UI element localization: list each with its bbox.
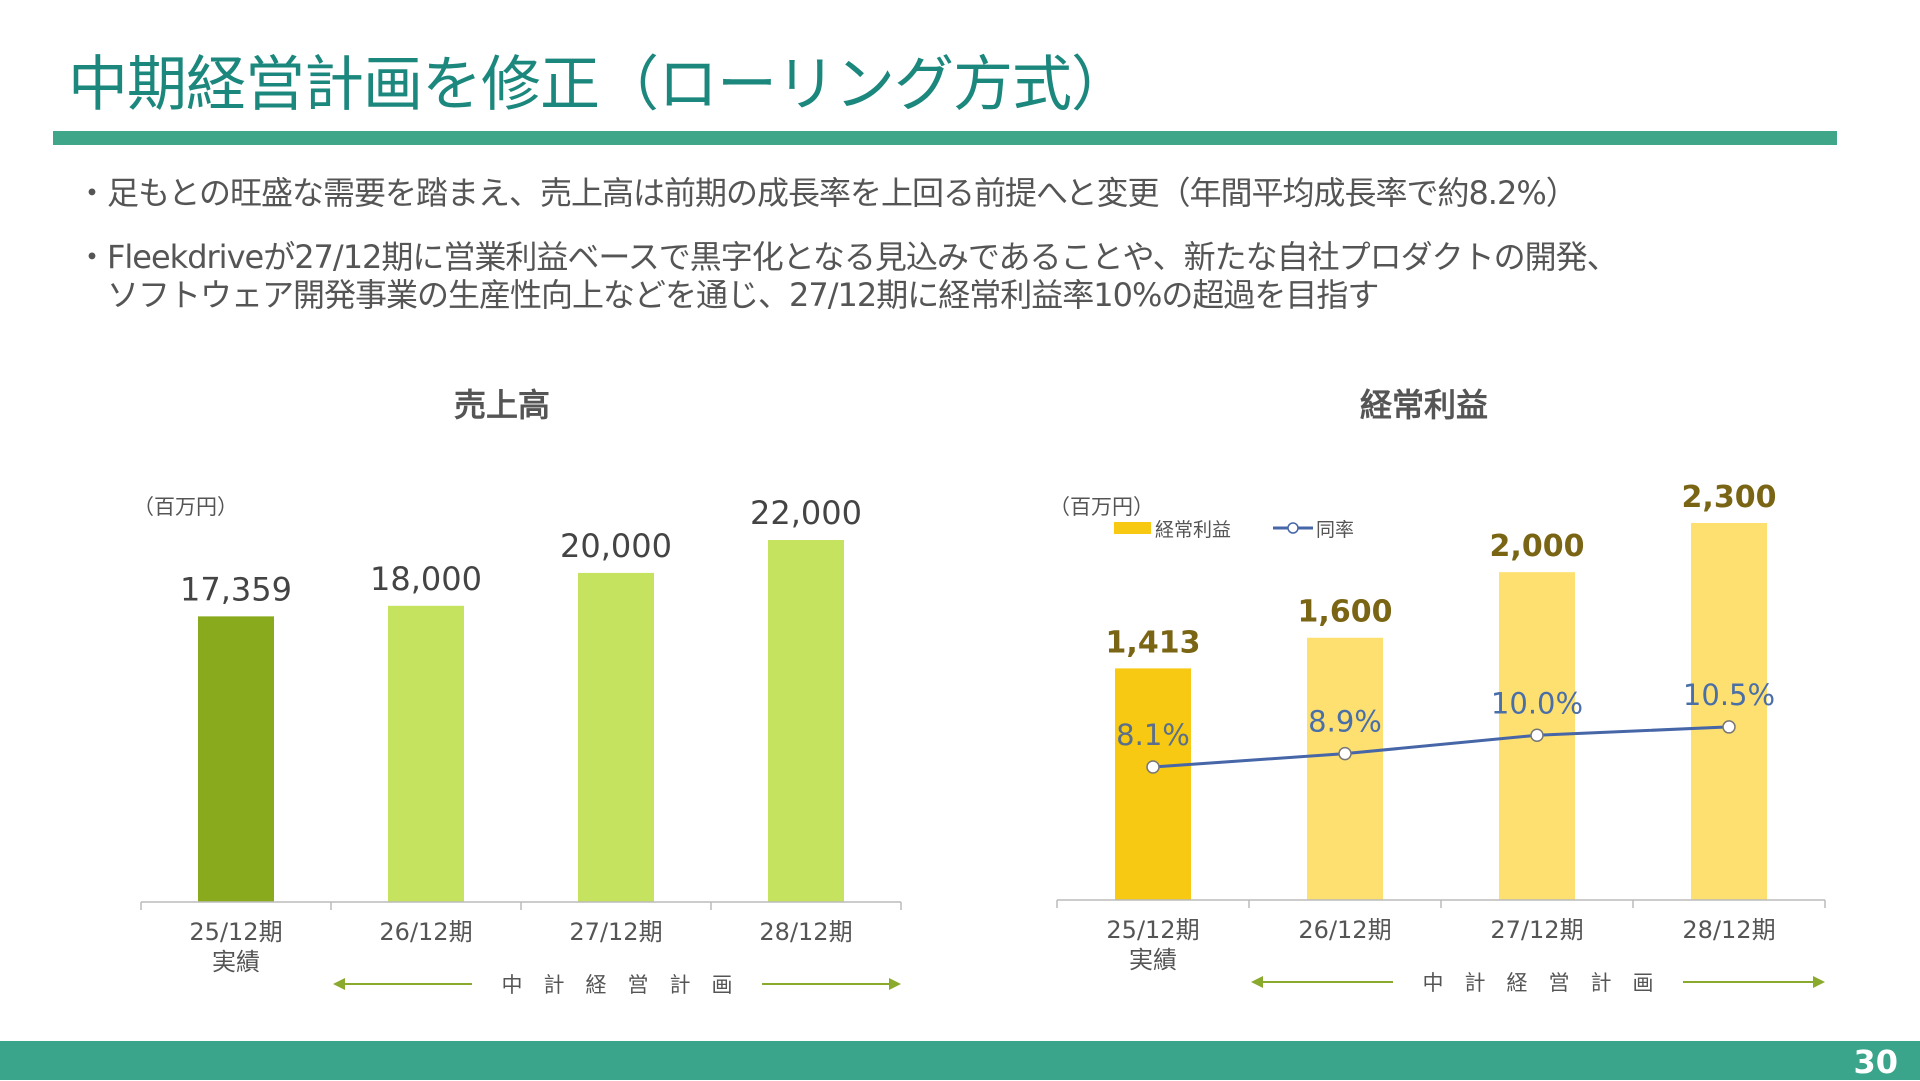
unit-label: （百万円） [133,495,238,519]
legend-label: 同率 [1316,519,1354,541]
legend-marker [1287,522,1299,534]
x-tick-sublabel: 実績 [1129,946,1177,974]
legend-swatch-bar [1114,522,1151,534]
bar [768,540,844,902]
bar-value-label: 22,000 [750,494,862,532]
bar [388,605,464,902]
rate-line [1152,725,1730,769]
arrow-left-icon [333,978,345,990]
arrow-right-icon [1813,976,1825,988]
bar [1691,523,1767,900]
bullet-1: ・足もとの旺盛な需要を踏まえ、売上高は前期の成長率を上回る前提へと変更（年間平均… [76,174,1578,212]
rate-point [1722,720,1736,734]
arrow-right-icon [889,978,901,990]
rate-label: 8.9% [1308,705,1382,739]
bar-value-label: 2,000 [1490,529,1585,564]
unit-label: （百万円） [1049,495,1154,519]
x-tick-label: 27/12期 [569,918,662,946]
footer-band: 30 [0,1041,1920,1081]
plan-label: 中 計 経 営 計 画 [502,973,733,997]
title-underline [53,131,1837,145]
rate-label: 10.5% [1683,678,1775,712]
page-title: 中期経営計画を修正（ローリング方式） [68,50,1131,120]
plan-label: 中 計 経 営 計 画 [1423,971,1654,995]
bullet-2-cont: ソフトウェア開発事業の生産性向上などを通じ、27/12期に経常利益率10%の超過… [76,276,1379,314]
rate-label: 10.0% [1491,686,1583,720]
rate-point [1146,760,1160,774]
chart-title: 経常利益 [1360,386,1488,424]
bar [1307,637,1383,900]
x-tick-label: 25/12期 [189,918,282,946]
rate-point [1530,728,1544,743]
rate-label: 8.1% [1116,718,1190,752]
bullet-2: ・Fleekdriveが27/12期に営業利益ベースで黒字化となる見込みであるこ… [76,238,1619,276]
x-tick-label: 26/12期 [1298,916,1391,944]
bar-value-label: 17,359 [180,570,292,608]
x-tick-sublabel: 実績 [212,948,260,976]
page-number: 30 [1853,1043,1898,1081]
rate-point [1338,746,1352,761]
x-tick-label: 26/12期 [379,918,472,946]
bar [578,572,654,902]
x-tick-label: 28/12期 [759,918,852,946]
bar [1115,668,1191,900]
bar-value-label: 20,000 [560,527,672,565]
arrow-left-icon [1251,976,1263,988]
bar-value-label: 18,000 [370,560,482,598]
legend-label: 経常利益 [1155,519,1231,541]
bar-value-label: 1,600 [1298,595,1393,630]
chart-title: 売上高 [454,386,550,424]
bar [198,616,274,902]
bar-value-label: 1,413 [1106,625,1201,660]
x-tick-label: 27/12期 [1490,916,1583,944]
x-tick-label: 28/12期 [1682,916,1775,944]
x-tick-label: 25/12期 [1106,916,1199,944]
bar-value-label: 2,300 [1682,480,1777,515]
